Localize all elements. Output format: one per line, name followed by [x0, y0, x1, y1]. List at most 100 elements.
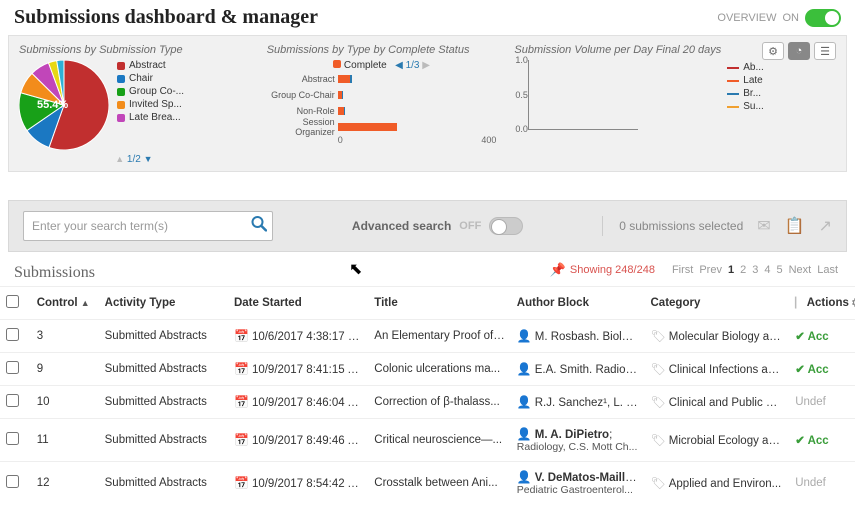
col-category[interactable]: Category	[645, 287, 790, 320]
col-date[interactable]: Date Started	[228, 287, 368, 320]
page-link[interactable]: 2	[740, 264, 746, 276]
cell-date: 📅10/6/2017 4:38:17 P...	[228, 320, 368, 353]
cell-control: 12	[31, 462, 99, 505]
cell-title: An Elementary Proof of ...	[368, 320, 511, 353]
legend-item[interactable]: Late	[727, 75, 764, 86]
row-checkbox[interactable]	[6, 475, 19, 488]
cell-date: 📅10/9/2017 8:41:15 A...	[228, 353, 368, 386]
gear-icon[interactable]: ⚙	[762, 42, 784, 60]
pie-chart-block: Submissions by Submission Type 55.4% Abs…	[19, 44, 249, 165]
cell-author: 👤M. A. DiPietro; Radiology, C.S. Mott Ch…	[511, 419, 645, 462]
col-control[interactable]: Control ▲	[31, 287, 99, 320]
cell-control: 9	[31, 353, 99, 386]
legend-item[interactable]: Chair	[117, 73, 184, 84]
advanced-search-toggle[interactable]	[489, 217, 523, 235]
cell-date: 📅10/9/2017 8:54:42 A...	[228, 462, 368, 505]
cell-title: Critical neuroscience—...	[368, 419, 511, 462]
select-all-checkbox[interactable]	[6, 295, 19, 308]
pin-icon[interactable]: 📌	[550, 262, 566, 278]
legend-item[interactable]: Su...	[727, 101, 764, 112]
col-title[interactable]: Title	[368, 287, 511, 320]
advanced-search-label: Advanced search	[352, 219, 451, 233]
pie-chart[interactable]: 55.4%	[19, 60, 109, 150]
table-row[interactable]: 11 Submitted Abstracts 📅10/9/2017 8:49:4…	[0, 419, 855, 462]
page-link[interactable]: Prev	[699, 264, 722, 276]
legend-item[interactable]: Invited Sp...	[117, 99, 184, 110]
cell-category: 🏷Microbial Ecology an...	[645, 419, 790, 462]
section-title: Submissions	[0, 260, 109, 286]
table-row[interactable]: 12 Submitted Abstracts 📅10/9/2017 8:54:4…	[0, 462, 855, 505]
page-link[interactable]: 4	[764, 264, 770, 276]
list-view-icon[interactable]: ☰	[814, 42, 836, 60]
cell-activity: Submitted Abstracts	[99, 419, 228, 462]
cell-activity: Submitted Abstracts	[99, 320, 228, 353]
cell-author: 👤E.A. Smith. Radiolog...	[511, 353, 645, 386]
cell-action[interactable]: Undef	[789, 462, 855, 505]
clipboard-icon[interactable]: 📋	[785, 216, 805, 236]
cell-title: Crosstalk between Ani...	[368, 462, 511, 505]
bar-chart[interactable]: AbstractGroup Co-ChairNon-RoleSession Or…	[267, 71, 497, 135]
pie-pager[interactable]: ▲ 1/2 ▼	[19, 154, 249, 165]
selection-count: 0 submissions selected	[619, 219, 743, 233]
line-legend: Ab... Late Br... Su...	[727, 62, 764, 165]
cell-action[interactable]: ✔ Acc	[789, 353, 855, 386]
page-link[interactable]: Next	[789, 264, 812, 276]
col-author[interactable]: Author Block	[511, 287, 645, 320]
charts-panel: ⚙ ◔ ☰ Submissions by Submission Type 55.…	[8, 35, 847, 172]
legend-item[interactable]: Late Brea...	[117, 112, 184, 123]
row-checkbox[interactable]	[6, 432, 19, 445]
submissions-table: Control ▲ Activity Type Date Started Tit…	[0, 286, 855, 504]
row-checkbox[interactable]	[6, 328, 19, 341]
cell-category: 🏷Clinical Infections an...	[645, 353, 790, 386]
page-link[interactable]: 1	[728, 264, 734, 276]
overview-toggle[interactable]	[805, 9, 841, 27]
external-link-icon[interactable]: ↗	[819, 216, 832, 236]
line-chart-block: Submission Volume per Day Final 20 days …	[514, 44, 836, 165]
table-row[interactable]: 10 Submitted Abstracts 📅10/9/2017 8:46:0…	[0, 386, 855, 419]
col-activity[interactable]: Activity Type	[99, 287, 228, 320]
mail-icon[interactable]: ✉	[757, 216, 770, 236]
search-input[interactable]	[23, 211, 273, 241]
cell-activity: Submitted Abstracts	[99, 462, 228, 505]
bar-series-label: Complete	[344, 60, 387, 71]
cell-author: 👤V. DeMatos-Maillard; Pediatric Gastroen…	[511, 462, 645, 505]
cell-control: 3	[31, 320, 99, 353]
search-bar: Advanced search OFF 0 submissions select…	[8, 200, 847, 252]
search-icon[interactable]	[251, 216, 267, 237]
cell-title: Colonic ulcerations ma...	[368, 353, 511, 386]
page-link[interactable]: Last	[817, 264, 838, 276]
page-link[interactable]: 5	[776, 264, 782, 276]
table-row[interactable]: 9 Submitted Abstracts 📅10/9/2017 8:41:15…	[0, 353, 855, 386]
legend-item[interactable]: Group Co-...	[117, 86, 184, 97]
cell-date: 📅10/9/2017 8:49:46 A...	[228, 419, 368, 462]
cell-control: 10	[31, 386, 99, 419]
legend-item[interactable]: Br...	[727, 88, 764, 99]
pie-view-icon[interactable]: ◔	[788, 42, 810, 60]
row-count: Showing 248/248	[570, 264, 655, 276]
col-actions[interactable]: ⎸Actions ⚙	[789, 287, 855, 320]
cell-action[interactable]: ✔ Acc	[789, 419, 855, 462]
legend-item[interactable]: Abstract	[117, 60, 184, 71]
page-title: Submissions dashboard & manager	[14, 6, 318, 29]
bar-row: Session Organizer	[267, 119, 497, 135]
bar-row: Group Co-Chair	[267, 87, 497, 103]
cell-category: 🏷Clinical and Public H...	[645, 386, 790, 419]
pagination[interactable]: First Prev 12345 Next Last	[669, 264, 841, 276]
line-title: Submission Volume per Day Final 20 days	[514, 44, 721, 56]
page-link[interactable]: First	[672, 264, 693, 276]
line-chart[interactable]: 1.0 0.5 0.0	[514, 60, 634, 150]
overview-state: ON	[783, 12, 800, 24]
cell-action[interactable]: ✔ Acc	[789, 320, 855, 353]
table-row[interactable]: 3 Submitted Abstracts 📅10/6/2017 4:38:17…	[0, 320, 855, 353]
cell-action[interactable]: Undef	[789, 386, 855, 419]
row-checkbox[interactable]	[6, 361, 19, 374]
row-checkbox[interactable]	[6, 394, 19, 407]
page-link[interactable]: 3	[752, 264, 758, 276]
cell-date: 📅10/9/2017 8:46:04 A...	[228, 386, 368, 419]
bar-chart-block: Submissions by Type by Complete Status C…	[267, 44, 497, 165]
bar-title: Submissions by Type by Complete Status	[267, 44, 497, 56]
bar-pager[interactable]: 1/3	[406, 60, 420, 71]
cell-title: Correction of β-thalass...	[368, 386, 511, 419]
advanced-search-state: OFF	[459, 220, 481, 232]
legend-item[interactable]: Ab...	[727, 62, 764, 73]
